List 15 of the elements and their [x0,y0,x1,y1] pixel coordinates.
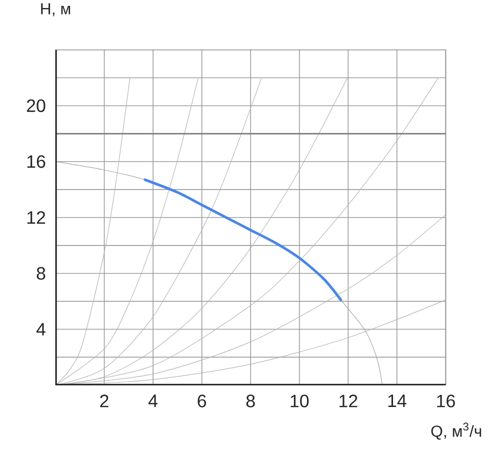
y-tick-label: 16 [27,155,46,168]
x-tick-label: 6 [198,394,206,408]
x-axis-title: Q, м$^{3}$/ч [431,422,482,440]
x-tick-label: 8 [246,394,255,408]
x-tick-label: 2 [100,394,108,408]
y-tick-label: 12 [27,211,46,224]
x-tick-label: 16 [437,394,455,408]
x-tick-label: 10 [290,394,309,408]
x-tick-label: 4 [148,394,158,407]
y-tick-label: 20 [26,99,46,112]
y-tick-label: 4 [36,323,46,336]
x-tick-label: 12 [340,394,358,408]
y-tick-label: 8 [36,266,46,280]
x-tick-label: 14 [388,394,406,407]
y-axis-title: H, м [41,3,70,16]
